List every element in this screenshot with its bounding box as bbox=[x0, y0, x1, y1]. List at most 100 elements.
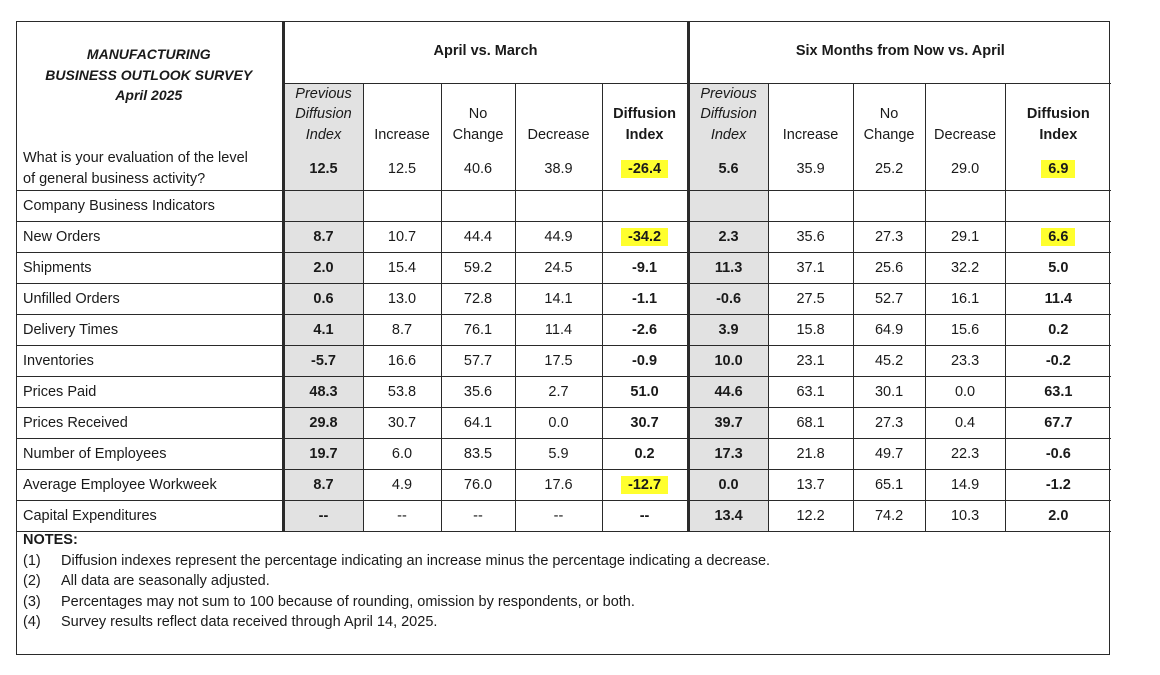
highlighted-value: -26.4 bbox=[621, 160, 669, 178]
cell-value: 64.9 bbox=[874, 322, 904, 338]
future-diffusion-cell: 6.6 bbox=[1004, 221, 1112, 253]
current-no-change-cell: 76.1 bbox=[440, 314, 515, 346]
current-decrease-cell: 5.9 bbox=[514, 438, 602, 470]
note-number: (3) bbox=[23, 593, 41, 610]
cell-value: -- bbox=[553, 508, 564, 524]
cell-value: 8.7 bbox=[391, 322, 413, 338]
future-no-change-cell: 25.6 bbox=[852, 252, 926, 284]
col-header-increase: Increase bbox=[362, 82, 441, 148]
cell-value: 5.6 bbox=[718, 161, 739, 177]
current-increase-cell: 16.6 bbox=[362, 345, 441, 377]
cell-value: 29.0 bbox=[950, 161, 980, 177]
cell-value: 65.1 bbox=[874, 477, 904, 493]
cell-value: 27.5 bbox=[796, 291, 825, 307]
row-label: Company Business Indicators bbox=[16, 190, 283, 222]
current-diffusion-cell: -12.7 bbox=[601, 469, 689, 501]
current-diffusion-cell: -34.2 bbox=[601, 221, 689, 253]
future-increase-cell bbox=[767, 190, 854, 222]
future-prev-diffusion-cell: 5.6 bbox=[686, 148, 769, 191]
current-increase-cell: 30.7 bbox=[362, 407, 441, 439]
current-decrease-cell: 44.9 bbox=[514, 221, 602, 253]
future-no-change-cell: 49.7 bbox=[852, 438, 926, 470]
row-label: Prices Received bbox=[16, 407, 283, 439]
future-prev-diffusion-cell: 13.4 bbox=[686, 500, 769, 532]
cell-value: 22.3 bbox=[950, 446, 980, 462]
cell-value: 32.2 bbox=[950, 260, 980, 276]
current-increase-cell: 4.9 bbox=[362, 469, 441, 501]
cell-value: 30.7 bbox=[387, 415, 417, 431]
current-decrease-cell: 24.5 bbox=[514, 252, 602, 284]
future-prev-diffusion-cell: 17.3 bbox=[686, 438, 769, 470]
col-header-diffusion: Diffusion Index bbox=[1004, 82, 1112, 148]
future-prev-diffusion-cell bbox=[686, 190, 769, 222]
cell-value: 64.1 bbox=[463, 415, 493, 431]
cell-value: 11.3 bbox=[714, 260, 743, 276]
current-prev-diffusion-cell: 12.5 bbox=[281, 148, 363, 191]
current-diffusion-cell: -0.9 bbox=[601, 345, 689, 377]
cell-value: 2.0 bbox=[313, 260, 334, 276]
current-no-change-cell: 57.7 bbox=[440, 345, 515, 377]
future-increase-cell: 35.6 bbox=[767, 221, 854, 253]
table-row: Inventories -5.7 16.6 57.7 17.5 -0.9 10.0 23.1 4… bbox=[16, 345, 1112, 377]
future-no-change-cell: 25.2 bbox=[852, 148, 926, 191]
group-header-future: Six Months from Now vs. April bbox=[686, 21, 1112, 83]
row-label: New Orders bbox=[16, 221, 283, 253]
col-header-diffusion: Diffusion Index bbox=[601, 82, 689, 148]
current-decrease-cell: 14.1 bbox=[514, 283, 602, 315]
cell-value: -- bbox=[397, 508, 407, 524]
cell-value: 14.1 bbox=[544, 291, 573, 307]
cell-value: 12.5 bbox=[309, 161, 338, 177]
table-row: Prices Received 29.8 30.7 64.1 0.0 30.7 39.7 68… bbox=[16, 407, 1112, 439]
row-label: What is your evaluation of the level of g… bbox=[16, 148, 283, 191]
current-increase-cell: 10.7 bbox=[362, 221, 441, 253]
current-prev-diffusion-cell bbox=[281, 190, 363, 222]
current-diffusion-cell: -1.1 bbox=[601, 283, 689, 315]
table-row: What is your evaluation of the level of g… bbox=[16, 148, 1112, 191]
notes-title: NOTES: bbox=[23, 532, 78, 548]
future-diffusion-cell: 5.0 bbox=[1004, 252, 1112, 284]
cell-value: 21.8 bbox=[796, 446, 825, 462]
note-text: Survey results reflect data received thr… bbox=[61, 614, 438, 630]
future-increase-cell: 35.9 bbox=[767, 148, 854, 191]
cell-value: 44.4 bbox=[463, 229, 493, 245]
cell-value: 30.1 bbox=[874, 384, 904, 400]
future-decrease-cell: 16.1 bbox=[924, 283, 1006, 315]
cell-value: 6.0 bbox=[391, 446, 413, 462]
future-diffusion-cell bbox=[1004, 190, 1112, 222]
cell-value: 5.9 bbox=[548, 446, 569, 462]
cell-value: 35.6 bbox=[796, 229, 825, 245]
cell-value: 53.8 bbox=[387, 384, 417, 400]
future-decrease-cell: 14.9 bbox=[924, 469, 1006, 501]
col-header-prev-diffusion: Previous Diffusion Index bbox=[686, 82, 769, 148]
future-increase-cell: 23.1 bbox=[767, 345, 854, 377]
row-label: Inventories bbox=[16, 345, 283, 377]
note-number: (1) bbox=[23, 552, 41, 569]
highlighted-value: 6.6 bbox=[1041, 228, 1076, 246]
survey-title: MANUFACTURING BUSINESS OUTLOOK SURVEY Ap… bbox=[16, 21, 283, 148]
future-no-change-cell: 30.1 bbox=[852, 376, 926, 408]
cell-value: 52.7 bbox=[874, 291, 904, 307]
future-prev-diffusion-cell: 0.0 bbox=[686, 469, 769, 501]
future-increase-cell: 13.7 bbox=[767, 469, 854, 501]
future-diffusion-cell: 6.9 bbox=[1004, 148, 1112, 191]
cell-value: 19.7 bbox=[309, 446, 338, 462]
cell-value: 12.5 bbox=[387, 161, 417, 177]
current-diffusion-cell: -9.1 bbox=[601, 252, 689, 284]
cell-value: 4.9 bbox=[391, 477, 413, 493]
cell-value: 48.3 bbox=[309, 384, 338, 400]
current-decrease-cell bbox=[514, 190, 602, 222]
row-label: Unfilled Orders bbox=[16, 283, 283, 315]
future-diffusion-cell: -0.6 bbox=[1004, 438, 1112, 470]
current-increase-cell bbox=[362, 190, 441, 222]
cell-value: 23.1 bbox=[796, 353, 825, 369]
cell-value: 0.2 bbox=[1048, 322, 1069, 338]
current-decrease-cell: -- bbox=[514, 500, 602, 532]
cell-value: 2.0 bbox=[1048, 508, 1069, 524]
future-no-change-cell: 27.3 bbox=[852, 221, 926, 253]
cell-value: 44.9 bbox=[544, 229, 573, 245]
current-decrease-cell: 17.5 bbox=[514, 345, 602, 377]
cell-value: 8.7 bbox=[313, 229, 334, 245]
future-diffusion-cell: 11.4 bbox=[1004, 283, 1112, 315]
highlighted-value: -34.2 bbox=[621, 228, 669, 246]
current-decrease-cell: 38.9 bbox=[514, 148, 602, 191]
